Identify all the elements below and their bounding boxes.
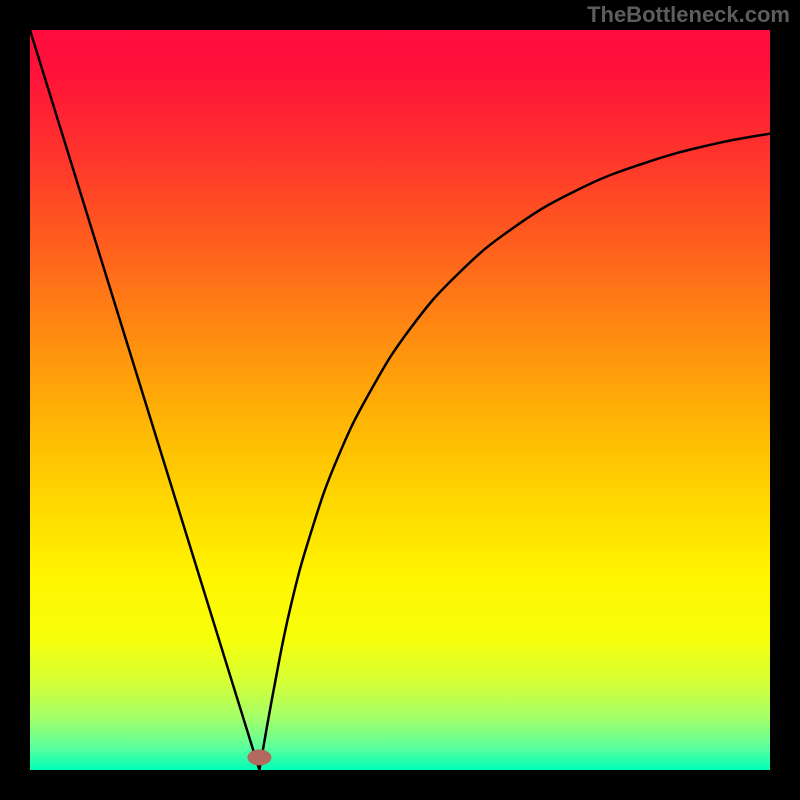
minimum-marker: [247, 749, 271, 765]
watermark-text: TheBottleneck.com: [587, 2, 790, 28]
chart-svg: [30, 30, 770, 770]
plot-area: [30, 30, 770, 770]
chart-frame: TheBottleneck.com: [0, 0, 800, 800]
gradient-background: [30, 30, 770, 770]
